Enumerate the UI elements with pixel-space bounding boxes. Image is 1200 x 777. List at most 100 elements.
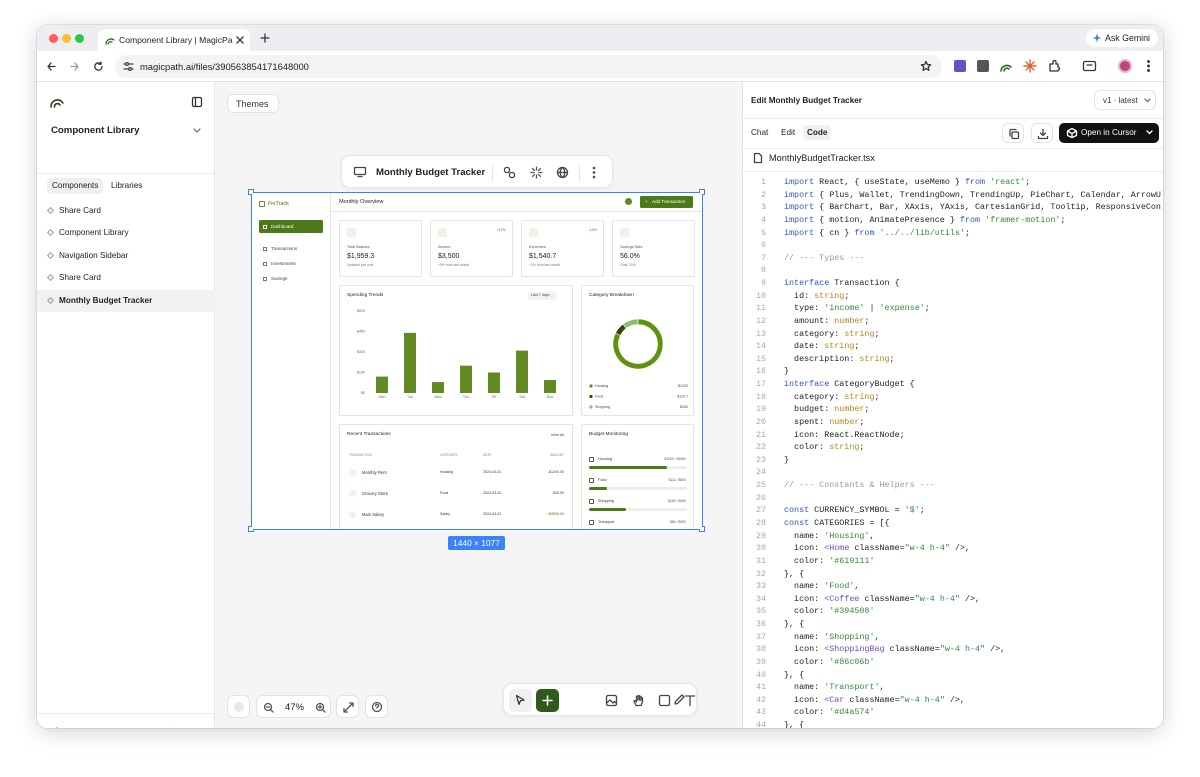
bookmark-star[interactable] xyxy=(920,60,932,71)
more-options[interactable] xyxy=(592,166,596,179)
copy-button[interactable] xyxy=(1002,123,1024,143)
editor-tab[interactable]: Chat xyxy=(747,125,772,140)
tool-palette xyxy=(503,683,697,716)
download-button[interactable] xyxy=(1031,123,1053,143)
component-item[interactable]: Monthly Budget Tracker xyxy=(37,289,215,312)
range-select[interactable]: Last 7 days xyxy=(528,292,556,300)
loading-icon[interactable] xyxy=(530,166,543,179)
component-name: Navigation Sidebar xyxy=(59,250,129,260)
code-token: id: xyxy=(784,290,815,301)
fit-button[interactable] xyxy=(336,695,359,718)
component-item[interactable]: Navigation Sidebar xyxy=(37,245,215,267)
back-button[interactable] xyxy=(47,62,56,71)
preview-nav-item[interactable]: Transactions xyxy=(259,242,323,255)
code-line: type: 'income' | 'expense'; xyxy=(784,302,930,315)
select-tool[interactable] xyxy=(509,689,532,712)
selection-frame[interactable] xyxy=(251,192,703,530)
divider xyxy=(37,173,215,174)
themes-button[interactable]: Themes xyxy=(227,94,279,113)
code-line: budget: number; xyxy=(784,403,869,416)
sidebar-tab[interactable]: Components xyxy=(47,178,104,194)
extension-icon[interactable] xyxy=(977,60,989,72)
editor-tab[interactable]: Code xyxy=(803,125,832,140)
range-label: Last 7 days xyxy=(531,293,550,297)
preview-nav-item[interactable]: Savings xyxy=(259,272,323,285)
color-button[interactable] xyxy=(227,695,250,718)
code-line: }, { xyxy=(784,669,804,682)
extensions-menu[interactable] xyxy=(1048,59,1061,72)
resize-handle[interactable] xyxy=(699,189,705,195)
editor-tab[interactable]: Edit xyxy=(777,125,799,140)
resize-handle[interactable] xyxy=(248,189,254,195)
preview-nav-item[interactable]: Dashboard xyxy=(259,220,323,233)
zoom-out[interactable] xyxy=(263,702,274,713)
budget-icon xyxy=(589,478,594,483)
view-all-link[interactable]: View All xyxy=(550,433,564,437)
code-token: "w-4 h-4" xyxy=(899,694,945,705)
pen-tool[interactable] xyxy=(674,694,685,705)
zoom-level[interactable]: 47% xyxy=(284,702,305,713)
sidebar-tab[interactable]: Libraries xyxy=(106,178,147,194)
forward-button[interactable] xyxy=(70,62,79,71)
minimize-window[interactable] xyxy=(62,34,71,43)
globe-icon[interactable] xyxy=(556,166,569,179)
extension-icon[interactable] xyxy=(1000,61,1012,72)
canvas-help[interactable] xyxy=(365,695,388,718)
line-number: 30 xyxy=(755,543,766,554)
text-tool[interactable] xyxy=(684,695,696,707)
resize-handle[interactable] xyxy=(699,526,705,532)
code-token: color: xyxy=(784,656,830,667)
add-tool[interactable] xyxy=(536,689,559,712)
zoom-window[interactable] xyxy=(75,34,84,43)
version-select[interactable]: v1 · latest xyxy=(1094,90,1156,110)
code-token: 'Shopping' xyxy=(824,631,875,642)
image-tool[interactable] xyxy=(605,694,618,707)
close-window[interactable] xyxy=(49,34,58,43)
component-item[interactable]: Share Card xyxy=(37,267,215,289)
new-tab[interactable] xyxy=(260,33,270,43)
open-in-cursor-button[interactable]: Open in Cursor xyxy=(1059,123,1159,143)
tab-close[interactable] xyxy=(236,36,244,44)
extension-icon[interactable] xyxy=(954,60,966,72)
file-icon xyxy=(753,152,763,164)
editor-tabs: Chat Edit Code xyxy=(743,122,1043,142)
library-title[interactable]: Component Library xyxy=(51,125,140,136)
code-line: category: string; xyxy=(784,391,879,404)
zoom-in[interactable] xyxy=(315,702,326,713)
extension-icon[interactable] xyxy=(1023,59,1037,73)
code-line: import { motion, AnimatePresence } from … xyxy=(784,214,1065,227)
link-icon[interactable] xyxy=(503,166,516,179)
add-transaction-button[interactable]: + Add Transaction xyxy=(640,196,693,208)
code-token: , xyxy=(854,581,860,592)
preview-nav-item[interactable]: Investments xyxy=(259,257,323,270)
address-bar[interactable]: magicpath.ai/files/390563854171648000 xyxy=(115,55,942,78)
hand-tool[interactable] xyxy=(633,694,644,707)
component-item[interactable]: Share Card xyxy=(37,200,215,222)
code-token: category: xyxy=(784,391,845,402)
toggle-sidebar[interactable] xyxy=(191,96,203,108)
profile-avatar[interactable] xyxy=(1118,59,1132,73)
line-number: 8 xyxy=(760,265,766,276)
code-token: CategoryBudget { xyxy=(829,379,915,390)
app-logo[interactable] xyxy=(50,96,64,108)
sidebar-tab-label: Libraries xyxy=(111,181,143,190)
component-icon xyxy=(46,274,55,282)
code-token: "w-4 h-4" xyxy=(914,593,960,604)
code-token: { Plus, Wallet, TrendingDown, TrendingUp… xyxy=(814,189,1161,200)
budget-panel: Budget Monitoring Housing $1200 / $1500 Foo… xyxy=(581,424,694,529)
rectangle-tool[interactable] xyxy=(658,694,671,707)
ask-gemini-button[interactable]: Ask Gemini xyxy=(1086,29,1158,47)
site-settings-icon[interactable] xyxy=(123,61,134,72)
column-header: DATE xyxy=(483,453,492,457)
resize-handle[interactable] xyxy=(248,526,254,532)
reload-button[interactable] xyxy=(94,61,103,71)
library-dropdown[interactable] xyxy=(193,128,201,133)
legend-label: Housing xyxy=(595,384,608,388)
tab-search[interactable] xyxy=(1082,60,1097,72)
x-tick-label: Tue xyxy=(407,395,413,399)
browser-menu[interactable] xyxy=(1147,60,1150,72)
code-token: string xyxy=(814,290,845,301)
component-item[interactable]: Component Library xyxy=(37,222,215,244)
device-icon[interactable] xyxy=(353,166,367,178)
active-tab[interactable]: Component Library | MagicPa xyxy=(98,29,250,51)
